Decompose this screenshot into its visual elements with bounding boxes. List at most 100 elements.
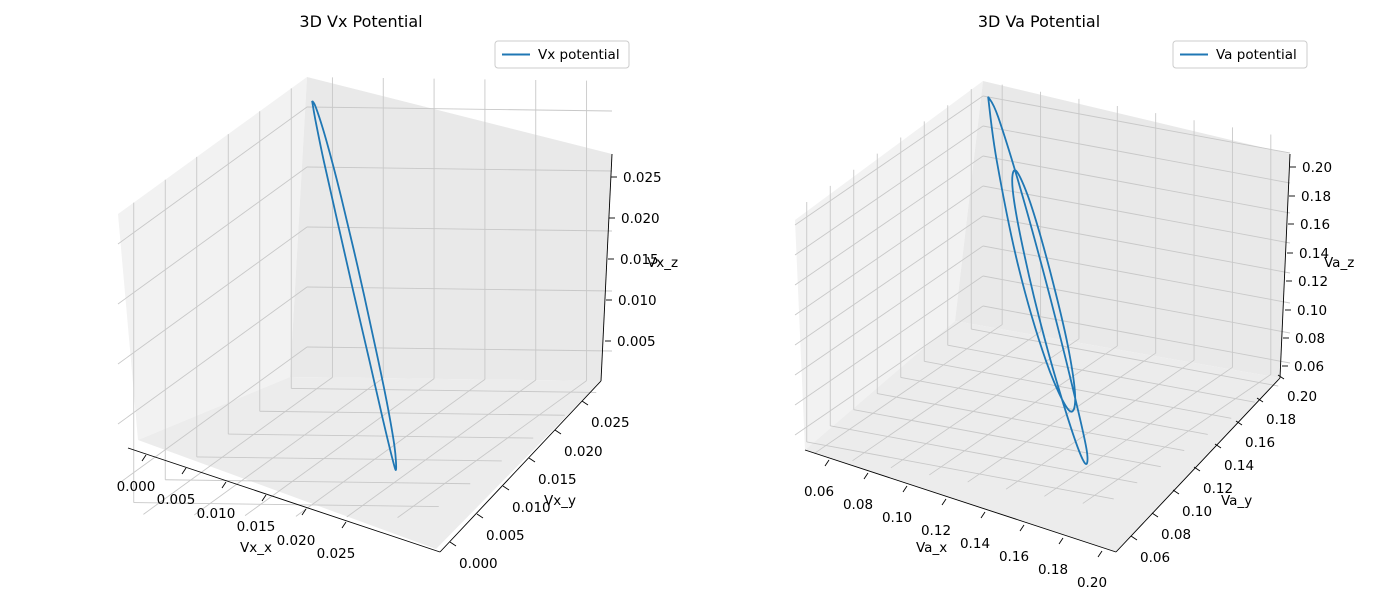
grid-line-x-floor [924, 360, 1232, 419]
x-tick-mark [341, 521, 347, 529]
x-tick-mark [902, 485, 908, 493]
z-tick-label: 0.16 [1300, 217, 1330, 233]
pane-back-right [955, 81, 1290, 378]
grid-line-x-floor [971, 328, 1279, 387]
x-tick-mark [1058, 537, 1064, 545]
y-tick-label: 0.16 [1245, 435, 1275, 451]
x-tick-mark [824, 459, 830, 467]
grid-line-x-floor [877, 393, 1185, 452]
x-axis-label: Vx_x [240, 540, 272, 556]
z-tick-label: 0.20 [1302, 160, 1332, 176]
grid-line-y-floor [1082, 374, 1272, 504]
y-tick-mark [1214, 443, 1222, 449]
x-axis-label: Va_x [916, 540, 947, 556]
axes-lines [127, 153, 613, 553]
y-axis-line [439, 380, 602, 553]
grid-line-x-floor [228, 433, 534, 439]
grid-line-x-floor [133, 502, 439, 508]
vx-potential-plot: 0.0000.0050.0100.0150.0200.0250.0000.005… [117, 12, 678, 572]
grid-line-y-floor [852, 331, 1041, 462]
y-tick-label: 0.08 [1161, 527, 1191, 543]
grid-line-z [982, 125, 1291, 184]
y-tick-mark [1256, 397, 1264, 403]
x-tick-mark [261, 494, 267, 502]
x-tick-label: 0.10 [882, 510, 912, 526]
y-tick-label: 0.025 [591, 415, 630, 431]
x-tick-label: 0.000 [117, 479, 156, 495]
x-tick-mark [221, 481, 227, 489]
grid-line-y-floor [1044, 366, 1233, 497]
grid-line-z [794, 185, 984, 316]
z-tick-label: 0.10 [1297, 303, 1327, 319]
x-tick-mark [181, 467, 187, 475]
z-tick-label: 0.18 [1301, 189, 1331, 205]
grid-line-z [794, 245, 984, 376]
y-tick-label: 0.14 [1224, 458, 1254, 474]
y-axis-label: Va_y [1221, 493, 1252, 509]
z-tick-label: 0.12 [1298, 274, 1328, 290]
z-axis-line [600, 153, 613, 382]
series-line [987, 96, 1089, 465]
x-tick-mark [980, 511, 986, 519]
x-tick-label: 0.06 [804, 484, 834, 500]
grid-line-x-floor [806, 441, 1114, 500]
grid-line-y-floor [143, 376, 333, 515]
x-axis-line [804, 449, 1117, 553]
grid-line-x-floor [291, 387, 597, 393]
grid-line-y-floor [890, 338, 1080, 469]
y-tick-label: 0.015 [538, 472, 577, 488]
grid-line-z [117, 346, 308, 485]
z-axis-label: Vx_z [647, 255, 678, 271]
y-tick-label: 0.18 [1266, 412, 1296, 428]
x-tick-label: 0.020 [277, 533, 316, 549]
y-tick-mark [1130, 535, 1138, 541]
z-tick-label: 0.025 [623, 170, 662, 186]
grid-line-z [982, 215, 1291, 274]
y-tick-mark [554, 429, 562, 435]
y-tick-mark [1172, 489, 1180, 495]
y-tick-mark [476, 513, 484, 519]
grid [794, 84, 1291, 504]
x-tick-mark [1019, 524, 1025, 532]
legend-label: Vx potential [538, 47, 620, 63]
z-tick-label: 0.010 [618, 293, 657, 309]
grid-line-x-floor [947, 344, 1255, 403]
grid-line-y-floor [813, 324, 1003, 454]
grid-line-x-floor [853, 409, 1161, 468]
y-tick-mark [1235, 420, 1243, 426]
y-tick-mark [1277, 374, 1285, 380]
z-axis-line [1279, 153, 1291, 379]
grid-line-x-floor [830, 425, 1138, 484]
grid-line-z [117, 166, 308, 305]
grid-line-z [794, 305, 984, 436]
series-line [311, 100, 398, 471]
grid-line-z [982, 245, 1291, 304]
grid-line-z [794, 125, 984, 256]
grid-line-y-floor [397, 380, 587, 519]
pane-back-left [795, 81, 983, 450]
x-tick-label: 0.12 [921, 523, 951, 539]
legend-box [1172, 40, 1308, 69]
y-tick-mark [1193, 466, 1201, 472]
y-tick-label: 0.005 [486, 528, 525, 544]
y-tick-mark [449, 541, 457, 547]
x-tick-label: 0.14 [960, 536, 990, 552]
grid-line-y-floor [929, 345, 1118, 476]
axes-lines [804, 153, 1291, 553]
x-tick-label: 0.16 [999, 549, 1029, 565]
grid-line-z [306, 106, 613, 112]
grid-line-y-floor [346, 379, 537, 518]
z-tick-label: 0.005 [617, 334, 656, 350]
grid-line-z [982, 305, 1291, 364]
x-tick-mark [941, 498, 947, 506]
y-tick-label: 0.12 [1203, 481, 1233, 497]
z-tick-label: 0.08 [1295, 331, 1325, 347]
z-tick-label: 0.06 [1294, 359, 1324, 375]
series-va-potential [987, 96, 1089, 465]
grid-line-x-floor [196, 456, 502, 462]
grid-line-z [982, 155, 1291, 214]
grid-line-z [794, 275, 984, 406]
x-tick-label: 0.010 [197, 506, 236, 522]
y-tick-label: 0.020 [564, 444, 603, 460]
